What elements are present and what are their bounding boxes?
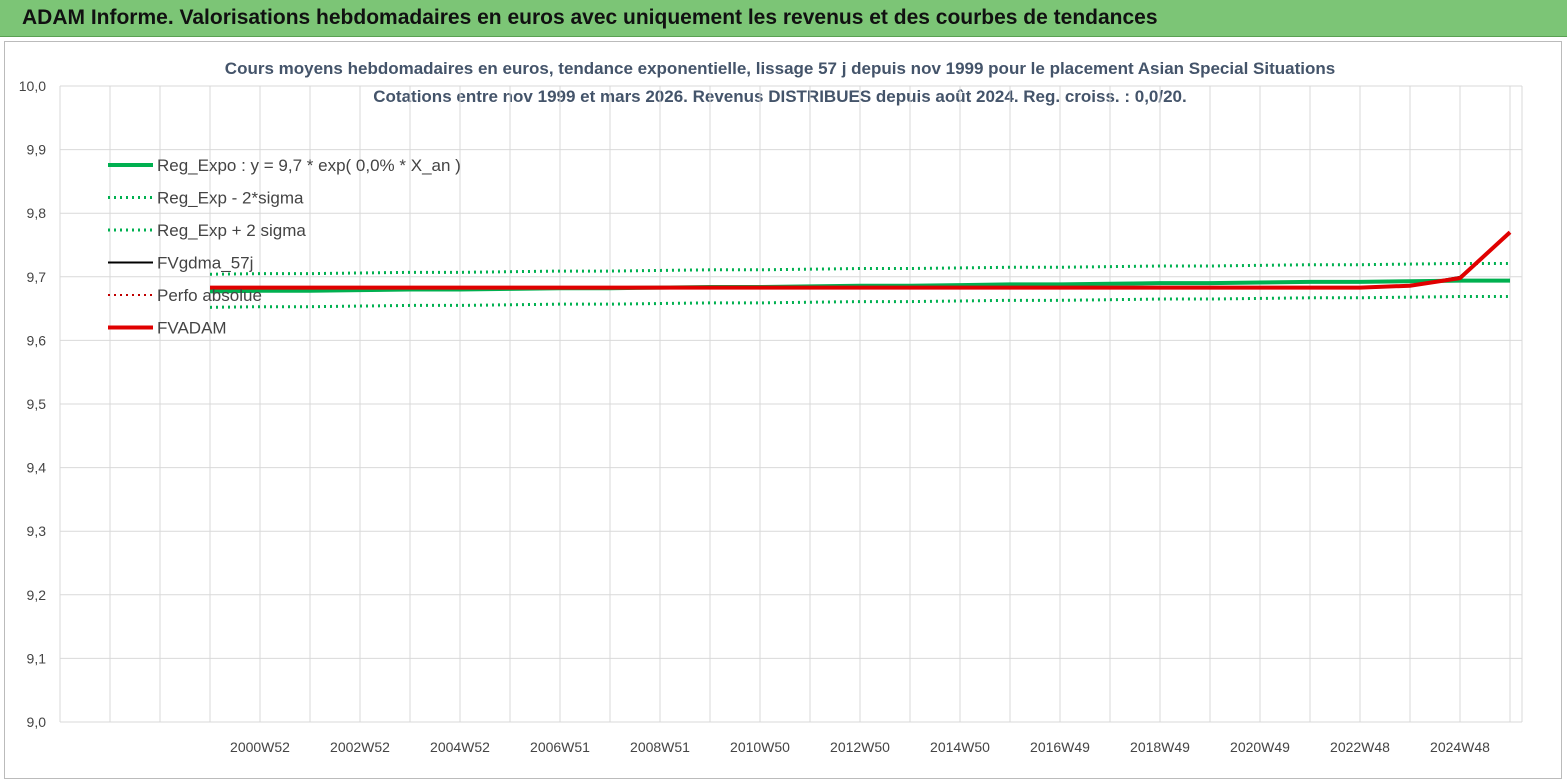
x-tick-label: 2002W52 <box>330 739 390 755</box>
x-tick-label: 2010W50 <box>730 739 790 755</box>
chart-frame <box>4 41 1562 779</box>
y-tick-label: 9,9 <box>27 142 47 158</box>
y-tick-label: 10,0 <box>19 78 46 94</box>
chart-subtitle: Cotations entre nov 1999 et mars 2026. R… <box>373 87 1186 106</box>
legend-label: Reg_Expo : y = 9,7 * exp( 0,0% * X_an ) <box>157 156 461 175</box>
series-line <box>209 261 1510 276</box>
y-tick-label: 9,2 <box>27 587 47 603</box>
y-tick-label: 9,7 <box>27 269 47 285</box>
x-tick-label: 2014W50 <box>930 739 990 755</box>
series-line <box>210 230 1512 290</box>
y-tick-label: 9,0 <box>27 714 47 730</box>
header-title: ADAM Informe. Valorisations hebdomadaire… <box>22 6 1158 29</box>
y-tick-label: 9,6 <box>27 332 47 348</box>
x-tick-label: 2012W50 <box>830 739 890 755</box>
header-bar: ADAM Informe. Valorisations hebdomadaire… <box>0 0 1567 37</box>
x-tick-label: 2016W49 <box>1030 739 1090 755</box>
legend-label: FVgdma_57j <box>157 254 253 273</box>
y-tick-label: 9,4 <box>27 460 47 476</box>
y-tick-label: 9,5 <box>27 396 47 412</box>
x-tick-label: 2000W52 <box>230 739 290 755</box>
legend-label: Reg_Exp + 2 sigma <box>157 221 306 240</box>
x-tick-label: 2006W51 <box>530 739 590 755</box>
x-tick-label: 2008W51 <box>630 739 690 755</box>
y-tick-label: 9,1 <box>27 650 47 666</box>
x-tick-label: 2018W49 <box>1130 739 1190 755</box>
legend-label: FVADAM <box>157 319 227 338</box>
x-tick-label: 2004W52 <box>430 739 490 755</box>
legend: Reg_Expo : y = 9,7 * exp( 0,0% * X_an ) R… <box>108 156 461 338</box>
series-line <box>209 295 1510 309</box>
legend-label: Reg_Exp - 2*sigma <box>157 189 304 208</box>
chart-title: Cours moyens hebdomadaires en euros, ten… <box>225 59 1335 78</box>
y-tick-label: 9,3 <box>27 523 47 539</box>
x-tick-label: 2020W49 <box>1230 739 1290 755</box>
x-tick-label: 2022W48 <box>1330 739 1390 755</box>
y-tick-label: 9,8 <box>27 205 47 221</box>
x-tick-label: 2024W48 <box>1430 739 1490 755</box>
legend-label: Perfo absolue <box>157 286 262 305</box>
grid <box>59 85 1523 723</box>
